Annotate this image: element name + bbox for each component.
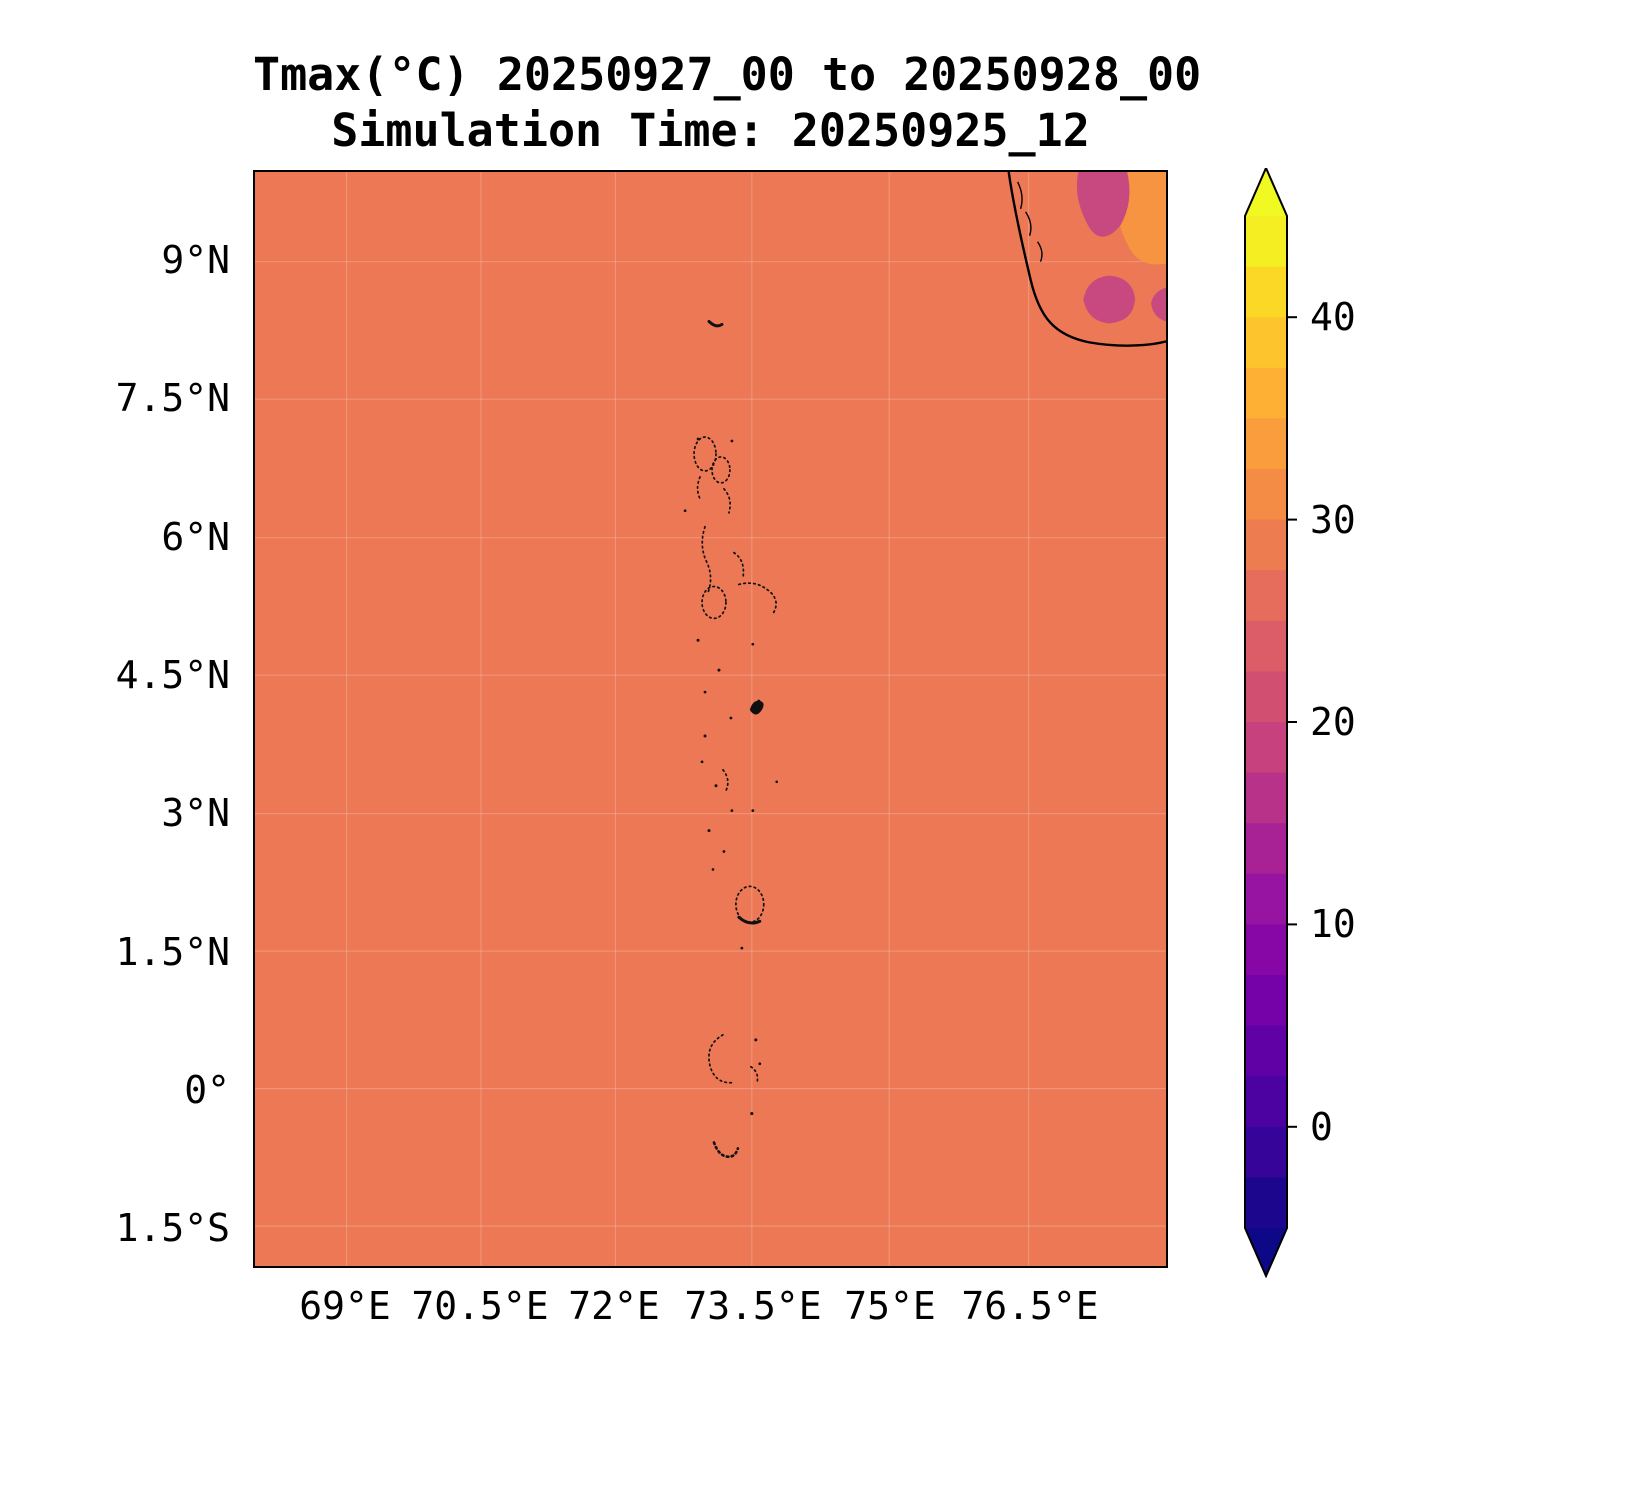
map-plot-area [253, 170, 1168, 1268]
colorbar-tick-label: 0 [1310, 1105, 1333, 1149]
x-tick-label: 70.5°E [411, 1284, 548, 1328]
colorbar-band [1245, 722, 1287, 773]
colorbar-band [1245, 267, 1287, 318]
colorbar-tick-label: 40 [1310, 295, 1356, 339]
chart-subtitle: Simulation Time: 20250925_12 [253, 106, 1168, 156]
map-canvas [255, 172, 1166, 1266]
colorbar-band [1245, 1177, 1287, 1228]
x-tick-label: 69°E [299, 1284, 391, 1328]
colorbar-band [1245, 924, 1287, 975]
y-tick-label: 1.5°S [30, 1206, 230, 1250]
y-tick-label: 7.5°N [30, 376, 230, 420]
y-tick-label: 3°N [30, 791, 230, 835]
colorbar-band [1245, 823, 1287, 874]
colorbar [1244, 168, 1298, 1278]
colorbar-under-arrow [1245, 1228, 1287, 1276]
colorbar-band [1245, 216, 1287, 267]
colorbar-band [1245, 1127, 1287, 1178]
x-tick-label: 72°E [568, 1284, 660, 1328]
colorbar-band [1245, 975, 1287, 1026]
sea-fill [255, 172, 1166, 1266]
colorbar-band [1245, 773, 1287, 824]
x-tick-label: 76.5°E [961, 1284, 1098, 1328]
colorbar-band [1245, 368, 1287, 419]
y-tick-label: 9°N [30, 238, 230, 282]
colorbar-band [1245, 671, 1287, 722]
colorbar-tick-label: 10 [1310, 902, 1356, 946]
colorbar-band [1245, 469, 1287, 520]
colorbar-band [1245, 621, 1287, 672]
colorbar-tick-label: 20 [1310, 700, 1356, 744]
colorbar-band [1245, 570, 1287, 621]
y-tick-label: 0° [30, 1068, 230, 1112]
x-tick-label: 75°E [844, 1284, 936, 1328]
colorbar-band [1245, 1076, 1287, 1127]
chart-title: Tmax(°C) 20250927_00 to 20250928_00 [253, 50, 1168, 100]
colorbar-bands [1245, 216, 1287, 1229]
colorbar-band [1245, 418, 1287, 469]
colorbar-band [1245, 520, 1287, 571]
colorbar-tick-marks [1287, 317, 1297, 1127]
figure: Tmax(°C) 20250927_00 to 20250928_00 Simu… [0, 0, 1650, 1500]
colorbar-over-arrow [1245, 168, 1287, 216]
colorbar-tick-label: 30 [1310, 498, 1356, 542]
y-tick-label: 6°N [30, 515, 230, 559]
y-tick-label: 1.5°N [30, 930, 230, 974]
colorbar-band [1245, 874, 1287, 925]
colorbar-band [1245, 1026, 1287, 1077]
y-tick-label: 4.5°N [30, 653, 230, 697]
colorbar-band [1245, 317, 1287, 368]
x-tick-label: 73.5°E [684, 1284, 821, 1328]
